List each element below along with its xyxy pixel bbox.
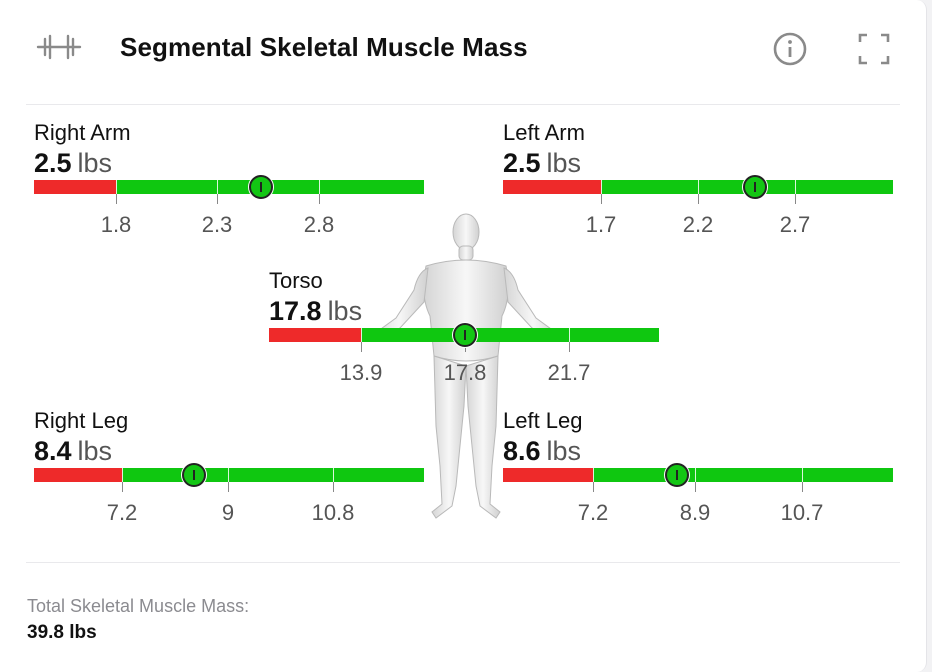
tick-mark bbox=[116, 180, 117, 208]
range-bar bbox=[503, 468, 893, 482]
dumbbell-icon bbox=[36, 34, 82, 60]
segment-label: Right Arm bbox=[34, 120, 131, 145]
range-bar-low bbox=[34, 180, 116, 194]
tick-mark bbox=[228, 468, 229, 496]
segment-value-number: 8.4 bbox=[34, 436, 72, 466]
segment-left-arm: Left Arm 2.5 lbs 1.7 2.2 2.7 bbox=[503, 120, 895, 250]
tick-label: 1.8 bbox=[100, 212, 132, 237]
tick-mark bbox=[217, 180, 218, 208]
info-icon[interactable] bbox=[772, 31, 808, 67]
tick-label: 2.2 bbox=[682, 212, 714, 237]
segment-value: 8.6 lbs bbox=[503, 436, 581, 467]
segment-label: Torso bbox=[269, 268, 323, 293]
segment-value-unit: lbs bbox=[327, 296, 363, 326]
value-marker bbox=[743, 175, 767, 199]
tick-mark bbox=[601, 180, 602, 208]
tick-label: 7.2 bbox=[577, 500, 609, 525]
tick-mark bbox=[802, 468, 803, 496]
tick-label: 13.9 bbox=[339, 360, 383, 385]
segment-value: 17.8 lbs bbox=[269, 296, 362, 327]
footer-divider bbox=[26, 562, 900, 563]
tick-label: 2.8 bbox=[303, 212, 335, 237]
header-divider bbox=[26, 104, 900, 105]
segment-right-leg: Right Leg 8.4 lbs 7.2 9 10.8 bbox=[34, 408, 426, 538]
tick-mark bbox=[319, 180, 320, 208]
tick-mark bbox=[795, 180, 796, 208]
segment-value-unit: lbs bbox=[77, 148, 113, 178]
segment-left-leg: Left Leg 8.6 lbs 7.2 8.9 10.7 bbox=[503, 408, 895, 538]
tick-label: 17.8 bbox=[443, 360, 487, 385]
value-marker bbox=[249, 175, 273, 199]
segment-label: Left Leg bbox=[503, 408, 583, 433]
tick-label: 10.7 bbox=[780, 500, 824, 525]
segment-value: 8.4 lbs bbox=[34, 436, 112, 467]
tick-mark bbox=[698, 180, 699, 208]
tick-mark bbox=[333, 468, 334, 496]
segment-value-number: 2.5 bbox=[503, 148, 541, 178]
segment-torso: Torso 17.8 lbs 13.9 17.8 21.7 bbox=[269, 268, 661, 398]
segment-value-number: 8.6 bbox=[503, 436, 541, 466]
tick-mark bbox=[569, 328, 570, 356]
tick-label: 7.2 bbox=[106, 500, 138, 525]
total-label: Total Skeletal Muscle Mass: bbox=[27, 596, 250, 616]
segment-value: 2.5 lbs bbox=[34, 148, 112, 179]
range-bar bbox=[34, 468, 424, 482]
value-marker bbox=[453, 323, 477, 347]
value-marker bbox=[182, 463, 206, 487]
range-bar-low bbox=[503, 468, 593, 482]
segment-value: 2.5 lbs bbox=[503, 148, 581, 179]
range-bar-low bbox=[34, 468, 122, 482]
tick-label: 21.7 bbox=[547, 360, 591, 385]
tick-label: 2.3 bbox=[201, 212, 233, 237]
tick-label: 8.9 bbox=[679, 500, 711, 525]
tick-label: 2.7 bbox=[779, 212, 811, 237]
segment-value-number: 17.8 bbox=[269, 296, 322, 326]
segment-label: Left Arm bbox=[503, 120, 585, 145]
expand-icon[interactable] bbox=[856, 31, 892, 67]
tick-label: 9 bbox=[221, 500, 235, 525]
segment-right-arm: Right Arm 2.5 lbs 1.8 2.3 2.8 bbox=[34, 120, 426, 250]
range-bar bbox=[34, 180, 424, 194]
card-title: Segmental Skeletal Muscle Mass bbox=[120, 32, 528, 62]
range-bar-low bbox=[503, 180, 601, 194]
tick-mark bbox=[695, 468, 696, 496]
segment-value-unit: lbs bbox=[546, 148, 582, 178]
segment-value-unit: lbs bbox=[546, 436, 582, 466]
range-bar-low bbox=[269, 328, 361, 342]
tick-mark bbox=[593, 468, 594, 496]
tick-label: 10.8 bbox=[311, 500, 355, 525]
card-header: Segmental Skeletal Muscle Mass bbox=[0, 0, 926, 100]
total-value: 39.8 lbs bbox=[27, 622, 97, 643]
tick-mark bbox=[361, 328, 362, 356]
tick-label: 1.7 bbox=[585, 212, 617, 237]
value-marker bbox=[665, 463, 689, 487]
tick-mark bbox=[122, 468, 123, 496]
segment-label: Right Leg bbox=[34, 408, 129, 433]
segment-value-number: 2.5 bbox=[34, 148, 72, 178]
segment-value-unit: lbs bbox=[77, 436, 113, 466]
